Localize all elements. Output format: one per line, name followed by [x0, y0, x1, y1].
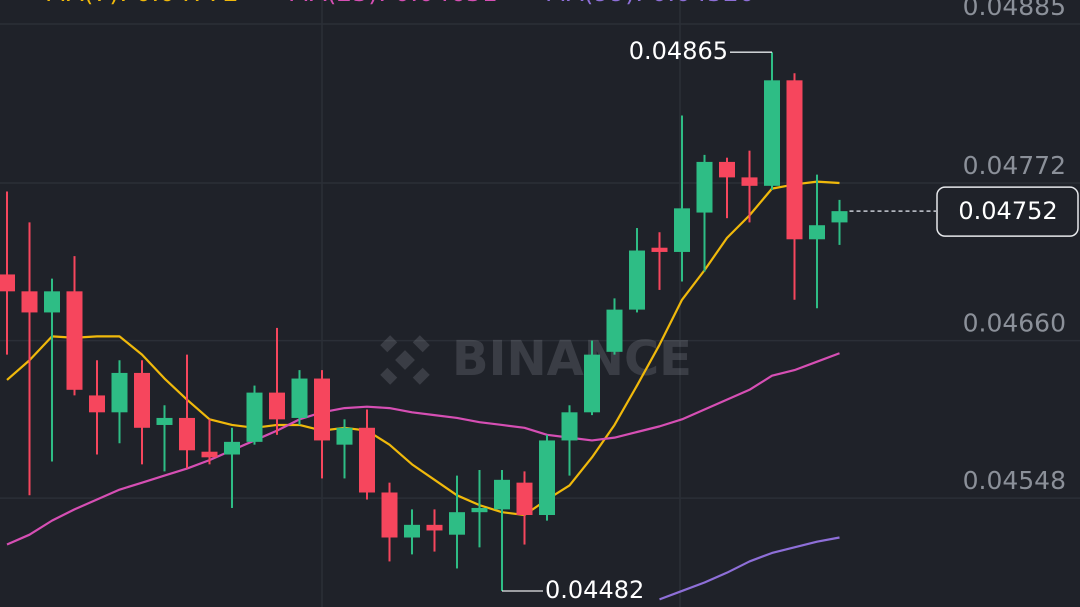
candle-body — [539, 440, 555, 516]
candle-body — [111, 372, 128, 413]
candle-body — [89, 395, 105, 413]
candle-body — [134, 372, 150, 428]
candle-body — [269, 392, 285, 420]
watermark-text: BINANCE — [452, 331, 692, 387]
candle-body — [21, 291, 38, 313]
last-price-box — [936, 186, 1079, 237]
ma-line — [6, 180, 840, 517]
candle-body — [831, 211, 848, 223]
y-tick-label: 0.04660 — [963, 309, 1066, 338]
low-label: 0.04482 — [545, 576, 644, 604]
candle-body — [606, 309, 623, 352]
candle-body — [764, 80, 780, 186]
candle-body — [809, 225, 825, 240]
candle-body — [291, 378, 308, 418]
candle-body — [381, 492, 398, 538]
candle-body — [336, 427, 353, 445]
candle-body — [719, 161, 735, 178]
candle-body — [44, 291, 60, 313]
y-tick-label: 0.04772 — [963, 151, 1066, 180]
candle-body — [471, 507, 488, 513]
candle-body — [426, 524, 443, 531]
candle-body — [651, 247, 668, 252]
candle-body — [584, 354, 600, 413]
candle-body — [449, 512, 465, 535]
candle-body — [629, 250, 645, 310]
candle-body — [786, 80, 803, 240]
last-price-label: 0.04752 — [958, 197, 1057, 225]
legend-entry: MA(99): 0.04520 — [545, 0, 755, 7]
ma-line — [6, 352, 840, 546]
annotations: 0.04752 0.04865 0.04482 — [502, 37, 1079, 604]
candle-body — [359, 427, 375, 493]
candle-body — [696, 161, 713, 213]
candle-body — [741, 177, 758, 186]
candle-body — [201, 451, 218, 458]
candle-body — [674, 208, 690, 252]
candle-body — [179, 417, 195, 451]
high-label: 0.04865 — [629, 37, 728, 65]
candle-body — [0, 274, 15, 292]
candle-body — [404, 524, 420, 538]
legend-entry: MA(25): 0.04651 — [288, 0, 498, 7]
candle-body — [516, 482, 533, 516]
candles — [0, 52, 848, 591]
y-tick-label: 0.04548 — [963, 466, 1066, 495]
candle-body — [246, 392, 263, 442]
grid: 0.04548 0.04660 0.04772 0.04885 — [0, 0, 1080, 499]
legend: MA(7): 0.04772 MA(25): 0.04651 MA(99): 0.0… — [45, 0, 755, 7]
candle-body — [494, 479, 510, 510]
candle-body — [561, 412, 578, 441]
ma-line — [659, 536, 840, 601]
candle-body — [66, 291, 83, 390]
ma-lines — [6, 180, 840, 601]
candle-body — [156, 417, 173, 425]
legend-entry: MA(7): 0.04772 — [45, 0, 239, 7]
candle-body — [314, 378, 330, 441]
y-tick-label: 0.04885 — [963, 0, 1066, 21]
candle-body — [224, 441, 240, 455]
